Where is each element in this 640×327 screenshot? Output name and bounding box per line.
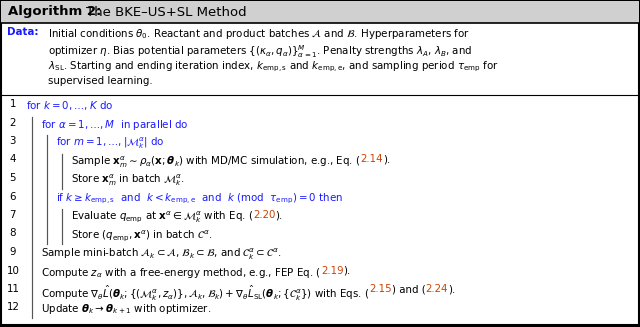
Text: Compute $\nabla_\theta\hat{L}(\boldsymbol{\theta}_k;\{(\mathcal{M}_k^\alpha,z_\a: Compute $\nabla_\theta\hat{L}(\boldsymbo… <box>41 284 369 303</box>
Text: ).: ). <box>344 266 351 276</box>
Text: Data:: Data: <box>7 27 38 37</box>
Text: 2.24: 2.24 <box>426 284 448 294</box>
Text: Algorithm 2:: Algorithm 2: <box>8 6 101 19</box>
Text: for $\alpha=1,\ldots,M$  in parallel do: for $\alpha=1,\ldots,M$ in parallel do <box>41 117 189 131</box>
Text: 5: 5 <box>10 173 16 183</box>
Text: 7: 7 <box>10 210 16 220</box>
Text: ) and (: ) and ( <box>392 284 426 294</box>
Text: The BKE–US+SL Method: The BKE–US+SL Method <box>86 6 246 19</box>
Text: ).: ). <box>448 284 455 294</box>
Text: 3: 3 <box>10 136 16 146</box>
Text: 4: 4 <box>10 154 16 164</box>
Text: 2.15: 2.15 <box>369 284 392 294</box>
Text: 6: 6 <box>10 192 16 201</box>
Text: Compute $z_\alpha$ with a free-energy method, e.g., FEP Eq. (: Compute $z_\alpha$ with a free-energy me… <box>41 266 321 280</box>
Text: 2.19: 2.19 <box>321 266 344 276</box>
Text: 8: 8 <box>10 229 16 238</box>
Text: ).: ). <box>383 154 390 164</box>
Text: supervised learning.: supervised learning. <box>48 77 152 87</box>
Text: if $k\geq k_{\mathrm{emp,s}}$  and  $k<k_{\mathrm{emp,e}}$  and  $k$ $(\mathrm{m: if $k\geq k_{\mathrm{emp,s}}$ and $k<k_{… <box>56 192 343 206</box>
Text: for $m=1,\ldots,|\mathcal{M}_k^\alpha|$ do: for $m=1,\ldots,|\mathcal{M}_k^\alpha|$ … <box>56 136 164 151</box>
Text: Sample mini-batch $\mathcal{A}_k\subset\mathcal{A}$, $\mathcal{B}_k\subset\mathc: Sample mini-batch $\mathcal{A}_k\subset\… <box>41 247 282 262</box>
Text: 2.20: 2.20 <box>253 210 276 220</box>
Text: 9: 9 <box>10 247 16 257</box>
Text: 2: 2 <box>10 117 16 128</box>
Text: Update $\boldsymbol{\theta}_k\rightarrow\boldsymbol{\theta}_{k+1}$ with optimize: Update $\boldsymbol{\theta}_k\rightarrow… <box>41 302 211 317</box>
Text: for $k=0,\ldots,K$ do: for $k=0,\ldots,K$ do <box>26 99 113 112</box>
Bar <box>1 1 639 23</box>
Text: 11: 11 <box>7 284 20 294</box>
Text: Sample $\mathbf{x}_m^\alpha\sim\rho_\alpha(\mathbf{x};\boldsymbol{\theta}_k)$ wi: Sample $\mathbf{x}_m^\alpha\sim\rho_\alp… <box>71 154 361 170</box>
Text: optimizer $\eta$. Bias potential parameters $\{(\kappa_\alpha, q_\alpha)\}_{\alp: optimizer $\eta$. Bias potential paramet… <box>48 43 472 60</box>
Text: 12: 12 <box>7 302 20 313</box>
Text: $\lambda_{\mathrm{SL}}$. Starting and ending iteration index, $k_{\mathrm{emp,s}: $\lambda_{\mathrm{SL}}$. Starting and en… <box>48 60 499 75</box>
Text: Store $(q_{\mathrm{emp}},\mathbf{x}^\alpha)$ in batch $\mathcal{C}^\alpha$.: Store $(q_{\mathrm{emp}},\mathbf{x}^\alp… <box>71 229 212 243</box>
Text: 10: 10 <box>7 266 20 276</box>
Text: Initial conditions $\theta_0$. Reactant and product batches $\mathcal{A}$ and $\: Initial conditions $\theta_0$. Reactant … <box>48 27 470 41</box>
Text: 1: 1 <box>10 99 16 109</box>
Text: Store $\mathbf{x}_m^\alpha$ in batch $\mathcal{M}_k^\alpha$.: Store $\mathbf{x}_m^\alpha$ in batch $\m… <box>71 173 185 188</box>
Text: ).: ). <box>276 210 283 220</box>
Text: 2.14: 2.14 <box>361 154 383 164</box>
Text: Evaluate $q_{\mathrm{emp}}$ at $\mathbf{x}^\alpha\in\mathcal{M}_k^\alpha$ with E: Evaluate $q_{\mathrm{emp}}$ at $\mathbf{… <box>71 210 253 225</box>
